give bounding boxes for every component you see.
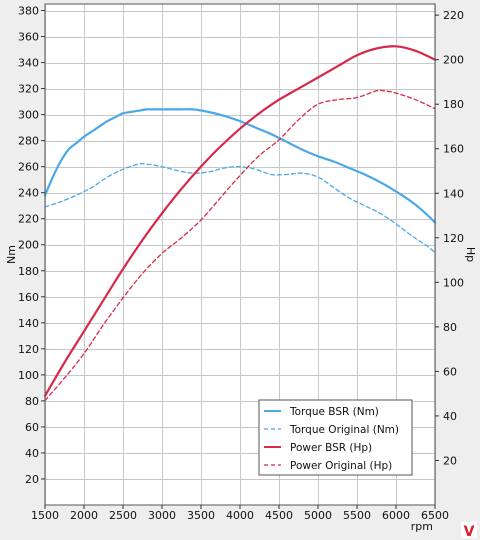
y-tick-label: 300 (18, 109, 39, 122)
x-axis-label: rpm (411, 520, 433, 533)
y2-tick-label: 20 (443, 454, 457, 467)
x-tick-label: 5000 (304, 509, 332, 522)
x-tick-label: 3500 (187, 509, 215, 522)
y-tick-label: 120 (18, 343, 39, 356)
y-tick-label: 280 (18, 135, 39, 148)
y-tick-label: 340 (18, 57, 39, 70)
y-tick-label: 320 (18, 83, 39, 96)
legend-label: Torque Original (Nm) (289, 424, 399, 436)
y-tick-label: 220 (18, 213, 39, 226)
y-tick-label: 160 (18, 291, 39, 304)
y-tick-label: 240 (18, 187, 39, 200)
right-axis: 20 40 60 80 100 120 140 160 180 200 220 (435, 9, 464, 467)
series-line-4 (44, 89, 436, 401)
watermark-bg (461, 522, 477, 538)
x-tick-label: 6500 (421, 509, 449, 522)
left-axis: 20 40 60 80 100 120 140 160 180 200 220 240 260 280 30… (18, 5, 45, 486)
series-line-1 (43, 108, 437, 224)
watermark-text: V (464, 524, 475, 540)
x-tick-label: 1500 (31, 509, 59, 522)
legend-label: Power BSR (Hp) (290, 442, 372, 454)
y2-tick-label: 200 (443, 54, 464, 67)
series-line-2 (44, 162, 436, 254)
y2-tick-label: 180 (443, 98, 464, 111)
y-tick-label: 100 (18, 369, 39, 382)
y-tick-label: 20 (25, 473, 39, 486)
y-tick-label: 200 (18, 239, 39, 252)
y2-tick-label: 100 (443, 276, 464, 289)
x-tick-label: 2500 (109, 509, 137, 522)
legend-box (258, 399, 413, 476)
y2-tick-label: 140 (443, 187, 464, 200)
y2-tick-label: 40 (443, 410, 457, 423)
y-tick-label: 180 (18, 265, 39, 278)
y-tick-label: 360 (18, 31, 39, 44)
y-tick-label: 140 (18, 317, 39, 330)
x-tick-label: 4500 (265, 509, 293, 522)
legend-label: Power Original (Hp) (290, 460, 392, 472)
watermark-logo: V (461, 522, 477, 540)
x-tick-label: 2000 (70, 509, 98, 522)
y-tick-label: 60 (25, 421, 39, 434)
x-tick-label: 6000 (382, 509, 410, 522)
x-axis: 1500 2000 2500 3000 3500 4000 4500 5000 5500 6000… (31, 505, 449, 522)
legend-label: Torque BSR (Nm) (289, 406, 379, 418)
y2-axis-label: Hp (464, 247, 477, 262)
x-tick-label: 4000 (226, 509, 254, 522)
series-line-3 (43, 45, 437, 397)
y-tick-label: 40 (25, 447, 39, 460)
x-tick-label: 5500 (343, 509, 371, 522)
y2-tick-label: 80 (443, 321, 457, 334)
y2-tick-label: 220 (443, 9, 464, 22)
y-tick-label: 260 (18, 161, 39, 174)
y2-tick-label: 60 (443, 365, 457, 378)
y-tick-label: 380 (18, 5, 39, 18)
y2-tick-label: 160 (443, 143, 464, 156)
legend: Torque BSR (Nm) Torque Original (Nm) Power… (258, 399, 413, 476)
y-tick-label: 80 (25, 395, 39, 408)
series-layer (43, 45, 437, 401)
y-axis-label: Nm (5, 245, 18, 264)
y2-tick-label: 120 (443, 232, 464, 245)
x-tick-label: 3000 (148, 509, 176, 522)
